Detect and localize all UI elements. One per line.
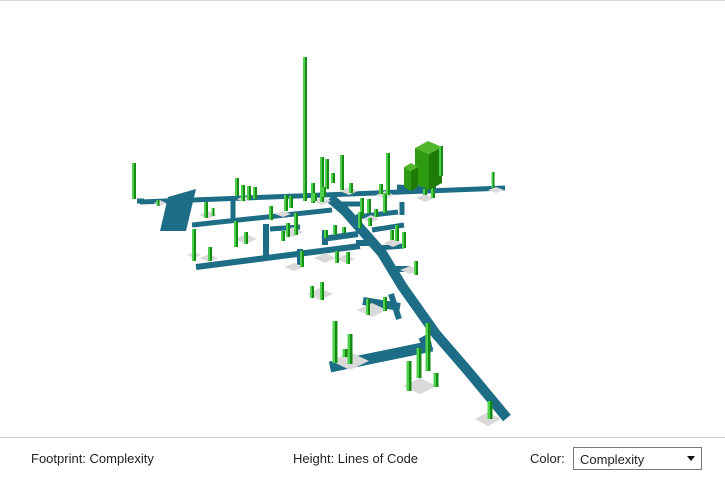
building[interactable] bbox=[284, 195, 288, 211]
building[interactable] bbox=[383, 297, 387, 311]
street[interactable] bbox=[195, 243, 361, 270]
building[interactable] bbox=[390, 230, 394, 240]
district-plot bbox=[284, 263, 304, 271]
legend-bar: Footprint: Complexity Height: Lines of C… bbox=[0, 437, 725, 477]
building[interactable] bbox=[234, 221, 238, 247]
building[interactable] bbox=[431, 184, 435, 198]
height-metric-label: Height: Lines of Code bbox=[293, 451, 419, 466]
footprint-metric-label: Footprint: Complexity bbox=[31, 451, 154, 466]
building[interactable] bbox=[294, 213, 298, 235]
district-plot bbox=[314, 253, 336, 263]
street bbox=[160, 189, 196, 231]
building[interactable] bbox=[281, 231, 285, 241]
building[interactable] bbox=[332, 321, 338, 363]
building[interactable] bbox=[366, 299, 370, 315]
building[interactable] bbox=[395, 225, 399, 241]
building[interactable] bbox=[204, 202, 208, 218]
building[interactable] bbox=[289, 196, 293, 208]
building[interactable] bbox=[347, 334, 353, 364]
building[interactable] bbox=[211, 208, 215, 216]
building[interactable] bbox=[335, 251, 339, 263]
building[interactable] bbox=[349, 183, 353, 193]
building[interactable] bbox=[269, 206, 273, 220]
building[interactable] bbox=[491, 172, 495, 188]
street[interactable] bbox=[388, 293, 402, 320]
chevron-down-icon bbox=[687, 456, 695, 461]
building[interactable] bbox=[368, 218, 372, 226]
building[interactable] bbox=[360, 198, 364, 216]
building[interactable] bbox=[241, 185, 245, 201]
building[interactable] bbox=[253, 187, 257, 199]
building[interactable] bbox=[414, 261, 418, 275]
building[interactable] bbox=[300, 251, 304, 267]
district-plot bbox=[275, 211, 291, 217]
street[interactable] bbox=[377, 243, 405, 251]
building[interactable] bbox=[156, 200, 160, 206]
building[interactable] bbox=[358, 212, 362, 228]
building[interactable] bbox=[320, 282, 324, 300]
district-plot bbox=[416, 194, 434, 202]
building[interactable] bbox=[406, 361, 412, 391]
building[interactable] bbox=[244, 232, 248, 244]
building[interactable] bbox=[324, 230, 328, 238]
building[interactable] bbox=[333, 225, 337, 235]
code-city-3d-viewport[interactable] bbox=[0, 1, 725, 437]
street[interactable] bbox=[191, 207, 333, 228]
building[interactable] bbox=[367, 199, 371, 213]
building[interactable] bbox=[132, 163, 136, 199]
building[interactable] bbox=[340, 155, 344, 190]
building[interactable] bbox=[247, 186, 251, 200]
color-metric-select[interactable]: Complexity bbox=[573, 447, 702, 470]
building[interactable] bbox=[342, 349, 348, 357]
building[interactable] bbox=[235, 178, 239, 196]
building[interactable] bbox=[331, 173, 335, 183]
building[interactable] bbox=[310, 286, 314, 298]
building[interactable] bbox=[322, 187, 326, 197]
district-plot bbox=[357, 303, 387, 317]
building[interactable] bbox=[346, 252, 350, 264]
building[interactable] bbox=[303, 57, 307, 201]
building[interactable] bbox=[208, 247, 212, 261]
building[interactable] bbox=[342, 227, 346, 233]
code-city-canvas[interactable] bbox=[0, 1, 725, 437]
large-building[interactable] bbox=[404, 141, 442, 191]
street[interactable] bbox=[371, 222, 405, 233]
building[interactable] bbox=[423, 189, 427, 195]
building[interactable] bbox=[192, 229, 196, 261]
color-metric-label: Color: bbox=[530, 451, 565, 466]
district-plot bbox=[488, 187, 504, 193]
color-metric-select-value: Complexity bbox=[580, 452, 645, 467]
building[interactable] bbox=[433, 373, 439, 387]
building[interactable] bbox=[425, 323, 431, 371]
building[interactable] bbox=[386, 153, 390, 195]
building[interactable] bbox=[374, 209, 378, 217]
building[interactable] bbox=[320, 157, 324, 202]
building[interactable] bbox=[487, 401, 493, 419]
building[interactable] bbox=[313, 193, 317, 201]
building[interactable] bbox=[402, 232, 406, 248]
building[interactable] bbox=[416, 348, 422, 378]
street[interactable] bbox=[326, 194, 511, 422]
building[interactable] bbox=[379, 184, 383, 194]
building[interactable] bbox=[286, 223, 290, 237]
building[interactable] bbox=[325, 159, 329, 189]
building[interactable] bbox=[383, 193, 387, 213]
building[interactable] bbox=[439, 146, 443, 176]
